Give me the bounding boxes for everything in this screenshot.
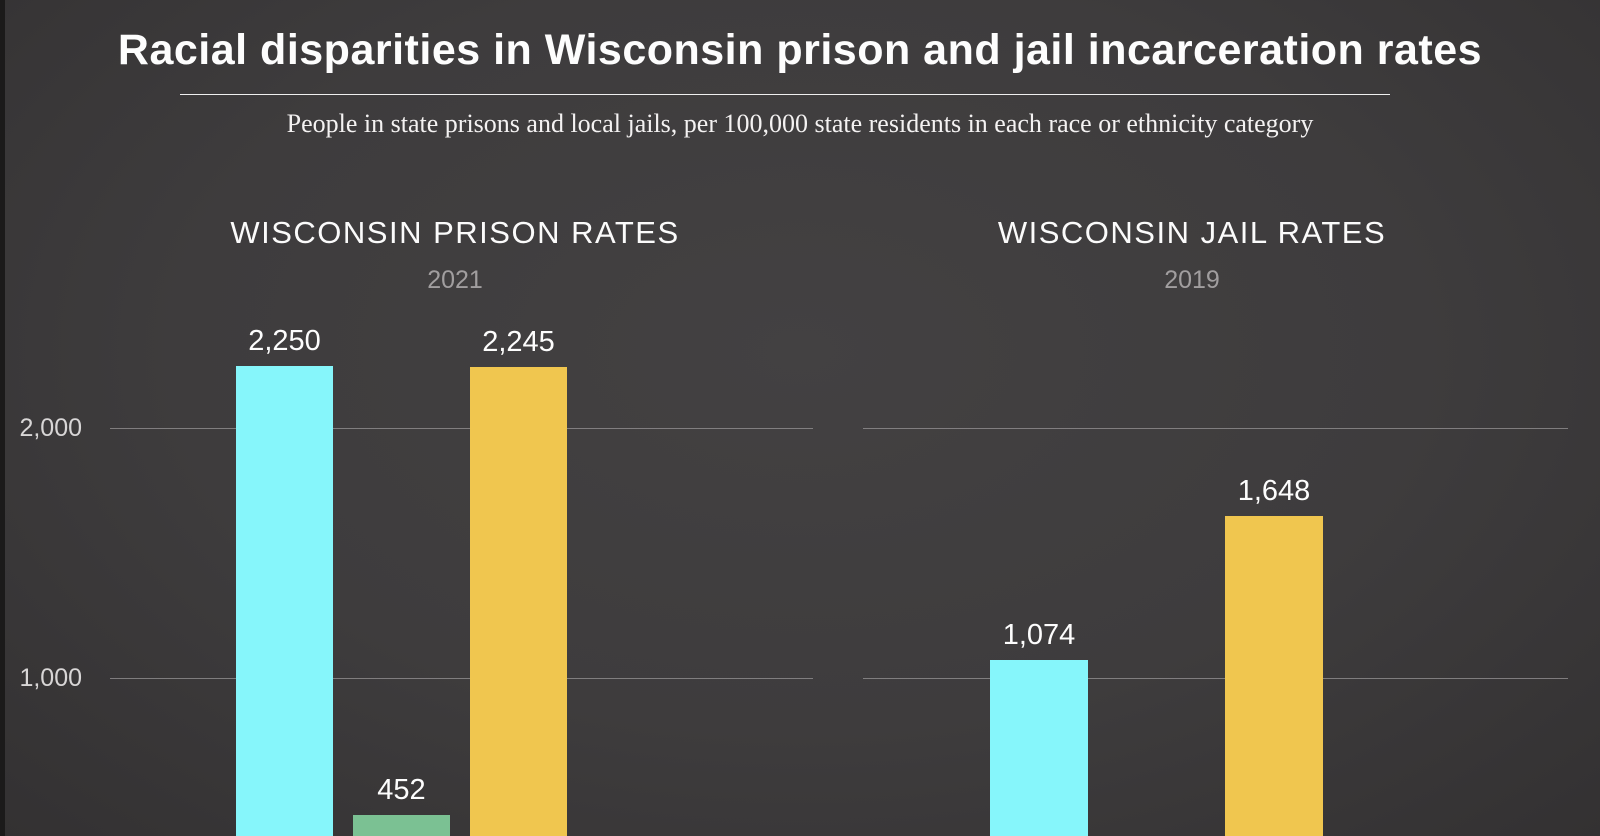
prison-bar-3: 2,245 <box>470 326 567 836</box>
bar-rect <box>236 365 333 836</box>
prison-bar-1: 2,250 <box>236 325 333 836</box>
bar-value-label: 2,245 <box>482 325 555 358</box>
gridline-prison-1000 <box>110 678 813 679</box>
gridline-prison-2000 <box>110 428 813 429</box>
bar-value-label: 452 <box>377 774 426 806</box>
prison-bar-2: 452 <box>353 774 450 836</box>
jail-panel-year: 2019 <box>1164 266 1220 294</box>
page-subtitle: People in state prisons and local jails,… <box>286 109 1314 138</box>
gridline-jail-2000 <box>863 428 1568 429</box>
title-divider <box>180 94 1390 95</box>
jail-panel-title: WISCONSIN JAIL RATES <box>997 215 1387 250</box>
left-edge-shadow <box>0 0 5 836</box>
y-axis-tick-1000: 1,000 <box>19 664 82 692</box>
bar-value-label: 2,250 <box>248 324 321 357</box>
jail-bar-2: 1,648 <box>1225 475 1323 836</box>
page-title: Racial disparities in Wisconsin prison a… <box>117 26 1483 74</box>
y-axis-tick-2000: 2,000 <box>19 414 82 442</box>
bar-rect <box>353 815 450 836</box>
gridline-jail-1000 <box>863 678 1568 679</box>
prison-panel-title: WISCONSIN PRISON RATES <box>230 215 680 250</box>
jail-bar-1: 1,074 <box>990 619 1088 836</box>
bar-rect <box>990 659 1088 836</box>
bar-rect <box>470 366 567 836</box>
bar-value-label: 1,648 <box>1237 475 1311 507</box>
bar-rect <box>1225 516 1323 836</box>
bar-value-label: 1,074 <box>1002 618 1076 651</box>
prison-panel-year: 2021 <box>427 266 483 294</box>
